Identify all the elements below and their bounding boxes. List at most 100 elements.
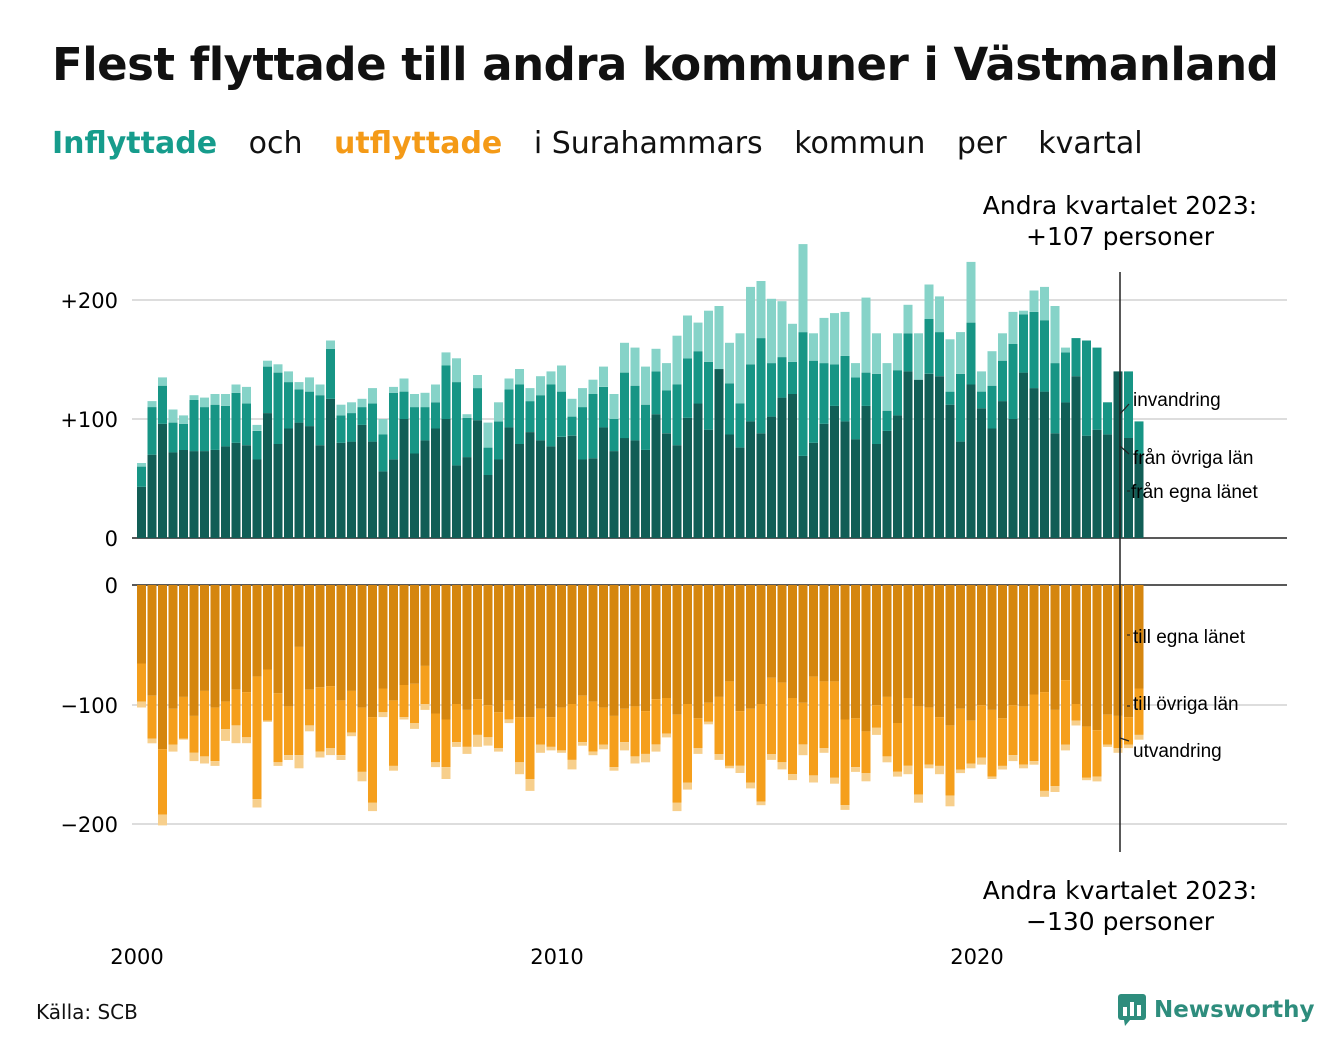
bar-in-2-9 [231,384,241,393]
bar-out-0-81 [987,585,997,710]
bar-in-1-90 [1082,340,1091,436]
bar-out-0-47 [630,585,640,707]
bar-out-0-84 [1019,585,1028,707]
bar-out-1-91 [1092,730,1102,777]
bar-in-1-49 [651,371,661,415]
bar-in-1-40 [557,391,566,437]
bar-in-1-44 [599,386,608,428]
leader-line-1 [1119,445,1130,455]
bar-out-0-51 [672,585,682,715]
bar-in-2-24 [389,386,398,393]
bar-in-1-59 [756,338,766,434]
bar-out-0-1 [147,585,157,696]
bar-in-2-17 [315,384,325,396]
bar-out-2-76 [935,765,944,775]
bar-in-1-62 [788,361,797,394]
bar-out-2-47 [630,756,640,764]
bar-out-0-20 [347,585,356,691]
bar-out-1-40 [557,707,566,751]
bar-in-2-39 [546,371,556,385]
bar-out-0-58 [746,585,755,709]
bar-out-0-70 [872,585,881,706]
bar-out-1-73 [903,698,913,766]
bar-out-2-10 [242,737,251,744]
bar-in-2-50 [662,363,671,391]
bar-in-0-14 [284,428,293,538]
bar-in-1-4 [179,423,188,450]
bar-in-1-11 [252,430,262,460]
bar-in-0-28 [431,428,440,538]
bar-in-0-31 [462,457,472,538]
bar-in-0-26 [410,453,419,538]
bar-in-2-58 [746,286,755,365]
x-tick-2010: 2010 [530,945,583,969]
bar-in-2-46 [620,342,629,373]
bar-in-2-1 [147,401,157,407]
bar-out-2-40 [557,750,566,753]
bar-out-0-50 [662,585,671,698]
bar-in-0-55 [714,369,724,538]
bar-in-1-68 [851,377,860,440]
bar-out-2-13 [273,762,283,766]
bar-in-2-27 [420,392,430,408]
bar-in-1-75 [924,319,934,374]
bar-in-2-16 [305,377,314,392]
bar-out-0-33 [483,585,493,706]
bar-out-1-83 [1008,705,1018,756]
bar-out-0-23 [378,585,388,689]
bar-in-2-78 [956,332,965,374]
bar-out-1-39 [546,717,556,747]
bar-out-1-5 [189,715,199,753]
bar-out-0-56 [725,585,734,682]
bar-out-2-83 [1008,755,1018,762]
bar-in-0-0 [137,486,146,538]
bar-out-0-69 [861,585,871,732]
bar-in-0-44 [599,427,608,538]
bar-out-2-80 [977,757,986,765]
bar-in-1-78 [956,373,965,442]
bar-out-0-26 [410,585,419,684]
bar-out-2-8 [221,729,230,741]
bar-in-0-53 [693,403,703,538]
bar-in-1-69 [861,372,871,406]
bar-in-1-13 [273,372,283,444]
bar-out-2-45 [609,767,619,771]
bar-out-2-6 [200,756,209,764]
bar-in-1-67 [840,355,850,422]
bar-out-1-80 [977,705,986,758]
bar-out-1-0 [137,663,146,702]
bar-in-2-44 [599,366,608,387]
bar-out-2-73 [903,765,913,775]
bar-out-1-78 [956,708,965,770]
bar-in-2-68 [851,363,860,378]
bar-in-1-34 [494,421,503,460]
bar-out-1-2 [158,749,167,815]
bar-out-2-28 [431,762,440,768]
bar-in-2-79 [966,261,976,323]
bar-in-2-70 [872,333,881,374]
bar-in-2-12 [263,360,272,367]
bar-out-0-27 [420,585,430,666]
chart-subtitle: Inflyttade och utflyttade i Surahammars … [52,126,1165,161]
bar-in-1-60 [767,363,776,417]
label-invandring: invandring [1133,390,1221,411]
bar-in-0-52 [683,417,692,538]
bar-in-1-23 [378,434,388,472]
bar-in-1-37 [525,401,535,432]
bar-out-2-51 [672,802,682,812]
bar-out-1-60 [767,677,776,754]
bar-out-2-9 [231,725,241,744]
bar-in-2-38 [536,376,545,396]
bar-in-0-69 [861,405,871,538]
bar-in-0-39 [546,446,556,538]
bar-out-1-82 [998,718,1007,766]
bar-out-2-68 [851,767,860,772]
bar-in-2-66 [830,313,839,365]
bar-in-0-29 [441,419,451,538]
bar-in-1-66 [830,364,839,406]
bar-in-1-89 [1071,338,1081,377]
bar-in-1-29 [441,365,451,419]
bar-in-2-82 [998,333,1007,361]
bar-out-2-3 [168,744,178,752]
bar-in-0-49 [651,414,661,538]
